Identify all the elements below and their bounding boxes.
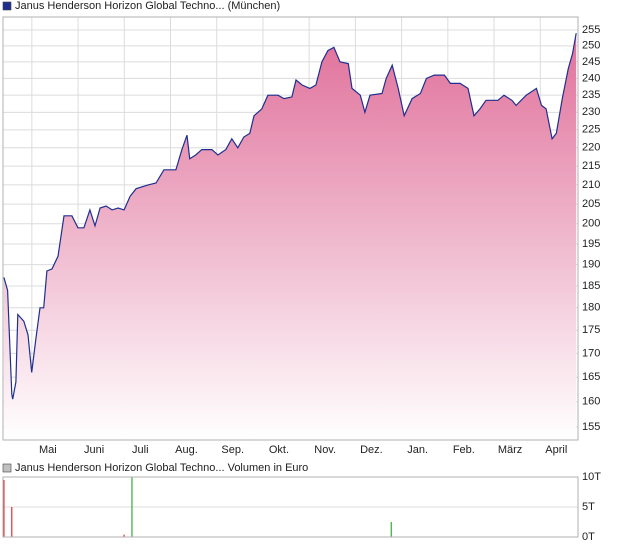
bar — [131, 477, 133, 537]
x-tick-label: Okt. — [269, 444, 289, 456]
legend-swatch — [2, 1, 12, 11]
y-tick-label: 170 — [582, 347, 600, 359]
y-tick-label: 180 — [582, 302, 600, 314]
bar — [3, 480, 5, 537]
x-tick-label: Sep. — [221, 444, 244, 456]
y-tick-label: 220 — [582, 142, 600, 154]
x-tick-label: Nov. — [314, 444, 336, 456]
legend-label: Janus Henderson Horizon Global Techno...… — [15, 462, 308, 474]
y-tick-label: 240 — [582, 72, 600, 84]
y-tick-label: 190 — [582, 259, 600, 271]
x-tick-label: Juni — [84, 444, 104, 456]
plot-border — [2, 16, 579, 441]
x-tick-label: März — [498, 444, 522, 456]
y-tick-label: 235 — [582, 89, 600, 101]
y-tick-label: 250 — [582, 40, 600, 52]
y-tick-label: 5T — [582, 501, 595, 513]
y-tick-label: 205 — [582, 198, 600, 210]
bar — [390, 522, 392, 537]
y-tick-label: 255 — [582, 24, 600, 36]
y-tick-label: 185 — [582, 280, 600, 292]
y-tick-label: 215 — [582, 160, 600, 172]
x-tick-label: April — [545, 444, 567, 456]
y-tick-label: 210 — [582, 179, 600, 191]
x-tick-label: Mai — [39, 444, 57, 456]
bar — [123, 534, 125, 537]
y-tick-label: 225 — [582, 124, 600, 136]
plot-border — [2, 476, 579, 538]
legend-swatch — [2, 463, 12, 473]
y-tick-label: 165 — [582, 371, 600, 383]
y-tick-label: 0T — [582, 531, 595, 543]
y-tick-label: 160 — [582, 396, 600, 408]
x-tick-label: Dez. — [360, 444, 383, 456]
bar — [11, 507, 13, 537]
y-tick-label: 200 — [582, 218, 600, 230]
line — [3, 33, 577, 400]
x-tick-label: Aug. — [175, 444, 198, 456]
area — [3, 33, 577, 440]
y-tick-label: 155 — [582, 421, 600, 433]
x-tick-label: Juli — [132, 444, 149, 456]
x-tick-label: Feb. — [453, 444, 475, 456]
y-tick-label: 10T — [582, 471, 601, 483]
y-tick-label: 175 — [582, 324, 600, 336]
y-tick-label: 245 — [582, 56, 600, 68]
legend-label: Janus Henderson Horizon Global Techno...… — [15, 0, 280, 12]
y-tick-label: 195 — [582, 238, 600, 250]
y-tick-label: 230 — [582, 106, 600, 118]
x-tick-label: Jan. — [407, 444, 428, 456]
